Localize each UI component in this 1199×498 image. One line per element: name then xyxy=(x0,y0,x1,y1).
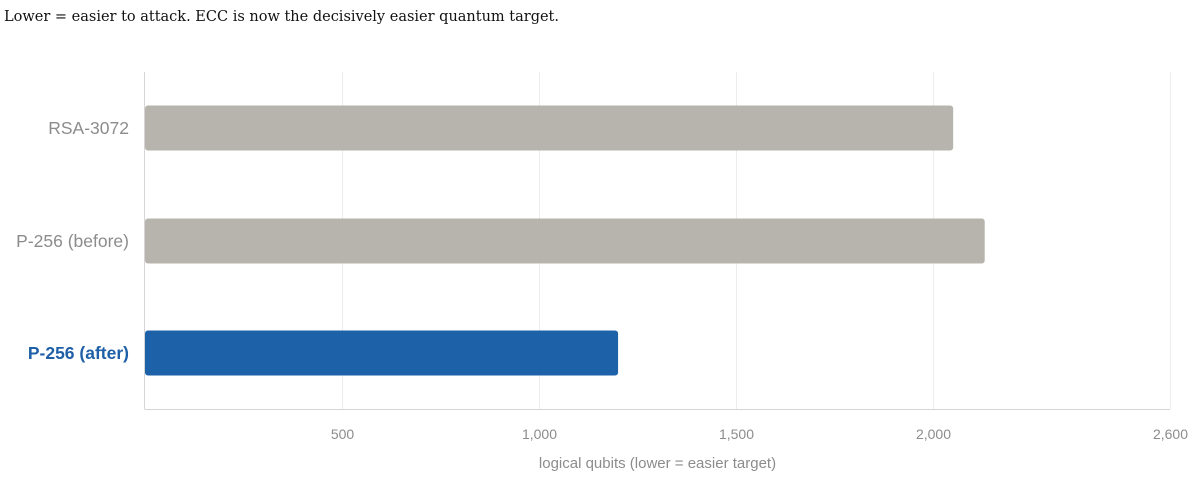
x-tick-label: 2,600 xyxy=(1153,426,1188,442)
category-label: RSA-3072 xyxy=(48,118,129,138)
x-tick-label: 1,500 xyxy=(719,426,754,442)
bars xyxy=(145,105,985,376)
x-tick-labels: 500 1,000 1,500 2,000 2,600 xyxy=(331,426,1188,442)
chart-subtitle: Lower = easier to attack. ECC is now the… xyxy=(4,9,559,25)
x-axis-title: logical qubits (lower = easier target) xyxy=(539,455,776,472)
category-label: P-256 (before) xyxy=(16,231,129,251)
category-labels: RSA-3072 P-256 (before) P-256 (after) xyxy=(16,118,129,363)
x-tick-label: 1,000 xyxy=(522,426,557,442)
x-tick-label: 500 xyxy=(331,426,355,442)
bar xyxy=(145,330,619,376)
bar xyxy=(145,105,954,151)
category-label: P-256 (after) xyxy=(28,343,129,363)
bar xyxy=(145,218,985,264)
x-tick-label: 2,000 xyxy=(916,426,951,442)
